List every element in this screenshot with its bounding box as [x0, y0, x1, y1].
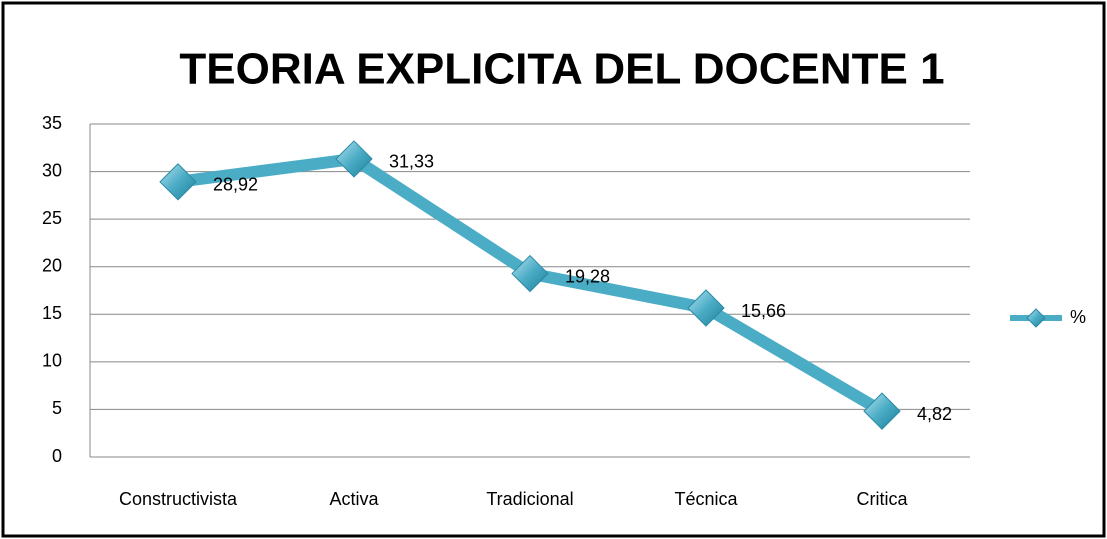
x-tick-label: Activa	[329, 489, 379, 509]
marker	[159, 163, 197, 201]
y-tick-label: 0	[52, 446, 62, 466]
y-tick-label: 25	[42, 208, 62, 228]
data-label: 15,66	[741, 301, 786, 321]
y-tick-label: 30	[42, 160, 62, 180]
x-tick-label: Constructivista	[119, 489, 238, 509]
data-label: 28,92	[213, 175, 258, 195]
y-tick-label: 15	[42, 303, 62, 323]
y-tick-label: 20	[42, 255, 62, 275]
marker	[687, 289, 725, 327]
legend-marker	[1026, 308, 1046, 328]
marker	[863, 392, 901, 430]
data-label: 19,28	[565, 266, 610, 286]
chart-title: TEORIA EXPLICITA DEL DOCENTE 1	[179, 45, 944, 94]
marker	[335, 140, 373, 178]
x-tick-label: Técnica	[674, 489, 738, 509]
y-tick-label: 10	[42, 351, 62, 371]
data-label: 31,33	[389, 152, 434, 172]
x-tick-label: Critica	[856, 489, 908, 509]
data-label: 4,82	[917, 404, 952, 424]
legend-label: %	[1070, 307, 1086, 327]
marker	[511, 254, 549, 293]
y-tick-label: 5	[52, 398, 62, 418]
y-tick-label: 35	[42, 113, 62, 133]
x-tick-label: Tradicional	[486, 489, 573, 509]
